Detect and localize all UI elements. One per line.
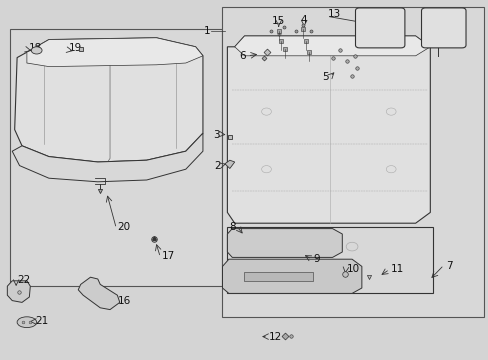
- Text: 14: 14: [434, 9, 447, 19]
- Polygon shape: [227, 229, 342, 257]
- Text: 10: 10: [346, 264, 360, 274]
- Text: 7: 7: [445, 261, 452, 271]
- Polygon shape: [227, 36, 429, 223]
- Text: 9: 9: [312, 254, 319, 264]
- Polygon shape: [234, 36, 429, 56]
- Text: 5: 5: [321, 72, 328, 82]
- Text: 18: 18: [28, 43, 41, 53]
- Bar: [244, 272, 312, 281]
- Polygon shape: [78, 277, 120, 310]
- Text: 17: 17: [161, 251, 174, 261]
- Text: 6: 6: [239, 51, 245, 61]
- Polygon shape: [224, 160, 234, 168]
- Ellipse shape: [17, 317, 37, 328]
- Polygon shape: [222, 259, 361, 293]
- Text: 2: 2: [214, 161, 221, 171]
- Text: 15: 15: [271, 15, 285, 26]
- Polygon shape: [7, 281, 30, 302]
- Text: 22: 22: [17, 275, 30, 285]
- Polygon shape: [15, 38, 203, 162]
- Text: 13: 13: [327, 9, 340, 19]
- Text: 1: 1: [203, 26, 210, 36]
- Text: 8: 8: [228, 222, 235, 232]
- Text: 3: 3: [213, 130, 220, 140]
- Text: 20: 20: [117, 222, 130, 232]
- Bar: [10, 29, 222, 286]
- Ellipse shape: [31, 47, 42, 54]
- Text: 12: 12: [268, 332, 282, 342]
- Polygon shape: [27, 38, 203, 67]
- Text: 11: 11: [390, 264, 404, 274]
- FancyBboxPatch shape: [421, 8, 465, 48]
- Text: 4: 4: [300, 15, 307, 25]
- Bar: [222, 7, 483, 317]
- FancyBboxPatch shape: [355, 8, 404, 48]
- Text: 16: 16: [117, 296, 130, 306]
- Polygon shape: [12, 133, 203, 182]
- Text: 21: 21: [35, 316, 48, 326]
- Text: 19: 19: [68, 43, 81, 53]
- Bar: [227, 227, 432, 293]
